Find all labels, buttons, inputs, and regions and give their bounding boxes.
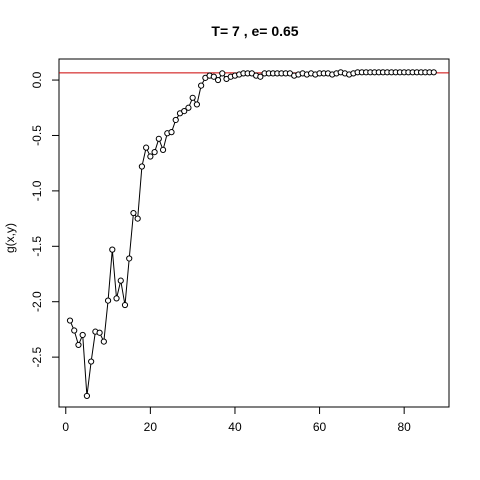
data-point xyxy=(113,295,120,302)
data-point xyxy=(96,329,103,336)
data-point xyxy=(109,246,116,253)
plot-area: 0 20 40 60 80 -2.5 -2.0 -1.5 -1.0 -0.5 0.0 xyxy=(30,58,450,434)
data-point xyxy=(88,358,95,365)
x-tick-label: 0 xyxy=(62,420,69,434)
data-point xyxy=(75,341,82,349)
data-point xyxy=(151,148,158,156)
x-tick-label: 60 xyxy=(313,420,327,434)
data-point xyxy=(117,277,124,284)
data-point xyxy=(219,70,226,77)
y-tick-label: -2.0 xyxy=(30,291,44,312)
data-point xyxy=(257,73,264,80)
data-point xyxy=(193,101,200,108)
data-point xyxy=(155,135,162,142)
data-point xyxy=(189,94,196,101)
data-point xyxy=(147,153,154,160)
data-point xyxy=(168,129,175,136)
data-point xyxy=(210,73,217,80)
data-point xyxy=(66,317,74,324)
data-point xyxy=(121,301,129,309)
data-point xyxy=(130,209,137,217)
data-point xyxy=(430,69,437,76)
x-tick-label: 80 xyxy=(397,420,411,434)
y-tick-label: -0.5 xyxy=(30,125,44,146)
y-tick-label: -1.5 xyxy=(30,236,44,257)
data-point xyxy=(159,146,167,153)
data-point xyxy=(181,107,188,115)
data-point xyxy=(185,104,192,111)
data-point xyxy=(79,331,86,339)
data-point xyxy=(138,163,146,170)
data-point xyxy=(104,297,112,304)
y-tick-label: -1.0 xyxy=(30,180,44,201)
x-tick-label: 20 xyxy=(144,420,158,434)
data-point xyxy=(134,215,141,222)
data-point xyxy=(126,255,133,262)
y-tick-label: -2.5 xyxy=(30,346,44,367)
data-point xyxy=(198,82,205,89)
data-point xyxy=(172,116,179,124)
x-tick-label: 40 xyxy=(228,420,242,434)
y-tick-label: 0.0 xyxy=(30,71,44,88)
data-point xyxy=(100,338,107,345)
data-point xyxy=(214,76,222,84)
data-point xyxy=(71,327,78,334)
chart-title: T= 7 , e= 0.65 xyxy=(211,23,298,39)
y-axis-label: g(x,y) xyxy=(3,223,17,253)
data-point xyxy=(143,144,150,151)
data-point xyxy=(83,392,91,400)
